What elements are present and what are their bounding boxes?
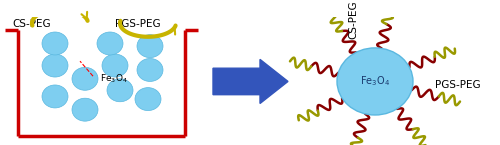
Text: Fe$_3$O$_4$: Fe$_3$O$_4$ bbox=[100, 72, 128, 85]
Circle shape bbox=[42, 54, 68, 77]
Text: Fe$_3$O$_4$: Fe$_3$O$_4$ bbox=[360, 75, 390, 88]
Circle shape bbox=[72, 98, 98, 121]
Circle shape bbox=[337, 48, 413, 115]
Circle shape bbox=[42, 85, 68, 108]
Text: CS-PEG: CS-PEG bbox=[12, 19, 51, 29]
Circle shape bbox=[137, 58, 163, 81]
Circle shape bbox=[135, 88, 161, 111]
Circle shape bbox=[97, 32, 123, 55]
Circle shape bbox=[42, 32, 68, 55]
Text: PGS-PEG: PGS-PEG bbox=[115, 19, 160, 29]
Circle shape bbox=[107, 79, 133, 102]
Text: PGS-PEG: PGS-PEG bbox=[435, 80, 480, 90]
Text: CS-PEG: CS-PEG bbox=[348, 0, 358, 39]
Circle shape bbox=[137, 35, 163, 58]
Circle shape bbox=[72, 67, 98, 90]
FancyArrow shape bbox=[213, 59, 288, 104]
Circle shape bbox=[102, 54, 128, 77]
